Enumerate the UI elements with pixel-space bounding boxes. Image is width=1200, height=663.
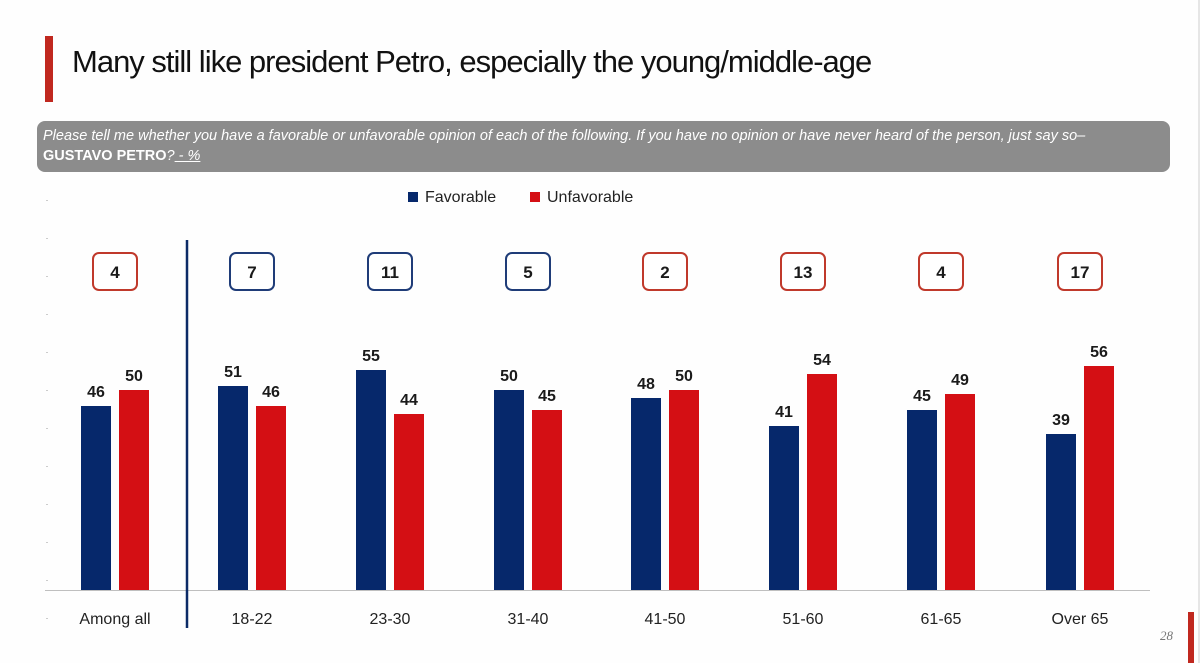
data-label-unfavorable: 44 <box>400 392 418 409</box>
bar-unfavorable <box>256 406 286 590</box>
legend-swatch-favorable <box>408 192 418 202</box>
category-label: 61-65 <box>921 611 962 628</box>
axis-tick <box>46 276 48 277</box>
question-subject-line: GUSTAVO PETRO? - % <box>43 146 1164 166</box>
bar-favorable <box>769 426 799 590</box>
data-label-favorable: 41 <box>775 404 793 421</box>
legend-swatch-unfavorable <box>530 192 540 202</box>
net-difference-box <box>642 252 688 291</box>
bar-unfavorable <box>807 374 837 590</box>
category-label: Over 65 <box>1052 611 1109 628</box>
data-label-favorable: 39 <box>1052 412 1070 429</box>
page-title: Many still like president Petro, especia… <box>72 44 872 79</box>
axis-tick <box>46 314 48 315</box>
bar-unfavorable <box>394 414 424 590</box>
corner-accent <box>1188 612 1194 663</box>
legend-label-unfavorable: Unfavorable <box>547 189 633 206</box>
bar-favorable <box>494 390 524 590</box>
net-difference-label: 4 <box>936 263 946 282</box>
data-label-favorable: 55 <box>362 348 380 365</box>
net-difference-label: 2 <box>660 263 669 282</box>
axis-tick <box>46 466 48 467</box>
net-difference-label: 13 <box>794 263 813 282</box>
page-number: 28 <box>1160 628 1173 643</box>
net-difference-label: 17 <box>1071 263 1090 282</box>
category-label: 18-22 <box>232 611 273 628</box>
data-label-unfavorable: 56 <box>1090 344 1108 361</box>
data-label-unfavorable: 50 <box>675 368 693 385</box>
net-difference-box <box>1057 252 1103 291</box>
category-label: 41-50 <box>645 611 686 628</box>
axis-tick <box>46 428 48 429</box>
net-difference-box <box>92 252 138 291</box>
data-label-favorable: 45 <box>913 388 931 405</box>
data-label-unfavorable: 45 <box>538 388 556 405</box>
bar-unfavorable <box>532 410 562 590</box>
bar-favorable <box>218 386 248 590</box>
title-accent-bar <box>45 36 53 102</box>
question-box: Please tell me whether you have a favora… <box>37 121 1170 172</box>
question-text: Please tell me whether you have a favora… <box>43 128 1086 144</box>
bar-favorable <box>1046 434 1076 590</box>
net-difference-box <box>780 252 826 291</box>
question-suffix: ? <box>166 148 175 164</box>
axis-tick <box>46 238 48 239</box>
right-edge-line <box>1198 0 1200 663</box>
question-subject: GUSTAVO PETRO <box>43 148 167 164</box>
bar-favorable <box>631 398 661 590</box>
data-label-unfavorable: 46 <box>262 384 280 401</box>
bar-unfavorable <box>945 394 975 590</box>
net-difference-label: 7 <box>247 263 256 282</box>
net-difference-label: 4 <box>110 263 120 282</box>
axis-tick <box>46 542 48 543</box>
net-difference-box <box>229 252 275 291</box>
category-label: 31-40 <box>508 611 549 628</box>
net-difference-box <box>505 252 551 291</box>
data-label-unfavorable: 50 <box>125 368 143 385</box>
data-label-favorable: 48 <box>637 376 655 393</box>
axis-tick <box>46 390 48 391</box>
data-label-unfavorable: 49 <box>951 372 969 389</box>
axis-tick <box>46 504 48 505</box>
data-label-favorable: 46 <box>87 384 105 401</box>
bar-unfavorable <box>119 390 149 590</box>
legend-label-favorable: Favorable <box>425 189 496 206</box>
category-label: Among all <box>79 611 150 628</box>
axis-tick <box>46 580 48 581</box>
bar-unfavorable <box>669 390 699 590</box>
axis-tick <box>46 352 48 353</box>
net-difference-box <box>367 252 413 291</box>
data-label-unfavorable: 54 <box>813 352 831 369</box>
net-difference-box <box>918 252 964 291</box>
net-difference-label: 5 <box>523 263 532 282</box>
bar-favorable <box>907 410 937 590</box>
bar-favorable <box>356 370 386 590</box>
question-unit: - % <box>174 148 201 164</box>
bar-favorable <box>81 406 111 590</box>
bar-unfavorable <box>1084 366 1114 590</box>
category-label: 51-60 <box>783 611 824 628</box>
category-label: 23-30 <box>370 611 411 628</box>
bar-chart: Favorable Unfavorable 46 50 Among all 4 51 46 18… <box>45 189 1150 628</box>
net-difference-label: 11 <box>381 263 399 282</box>
data-label-favorable: 51 <box>224 364 242 381</box>
data-label-favorable: 50 <box>500 368 518 385</box>
axis-tick <box>46 200 48 201</box>
axis-tick <box>46 618 48 619</box>
